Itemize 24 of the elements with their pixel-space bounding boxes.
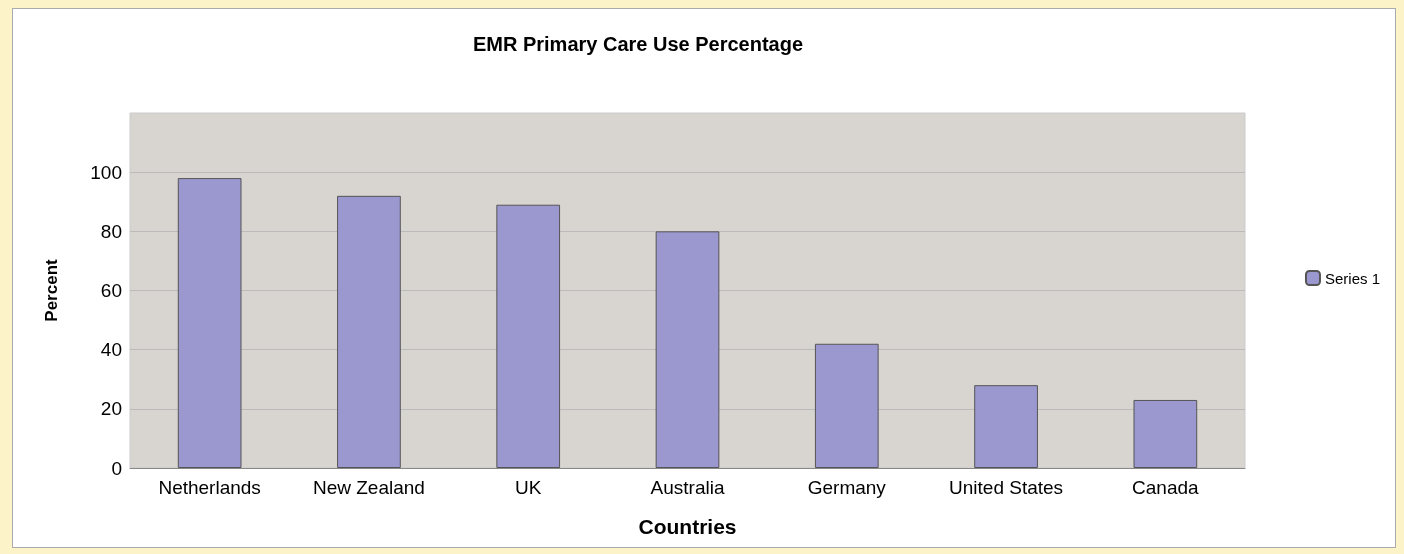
y-tick-label: 60 [100, 280, 122, 301]
bar [974, 385, 1038, 468]
bar [1133, 399, 1198, 468]
bar [814, 343, 879, 468]
y-tick-label: 40 [100, 339, 122, 361]
y-axis-title: Percent [42, 258, 61, 322]
bar [496, 204, 561, 468]
x-tick-label: Australia [650, 477, 725, 498]
y-tick-label: 100 [90, 161, 122, 183]
x-tick-label: UK [515, 477, 542, 498]
x-tick-label: Canada [1132, 477, 1200, 498]
x-tick-label: United States [949, 477, 1064, 498]
bar [337, 195, 401, 468]
legend-label: Series 1 [1324, 269, 1380, 287]
x-tick-label: Germany [807, 477, 887, 498]
y-tick-label: 0 [111, 457, 122, 479]
chart-title: EMR Primary Care Use Percentage [472, 33, 804, 55]
y-tick-label: 20 [100, 398, 122, 420]
bar [655, 231, 720, 468]
x-tick-label: New Zealand [312, 477, 425, 498]
bar [177, 178, 242, 468]
y-tick-label: 80 [100, 220, 122, 242]
x-tick-label: Netherlands [158, 477, 261, 498]
x-axis-title: Countries [638, 515, 737, 538]
